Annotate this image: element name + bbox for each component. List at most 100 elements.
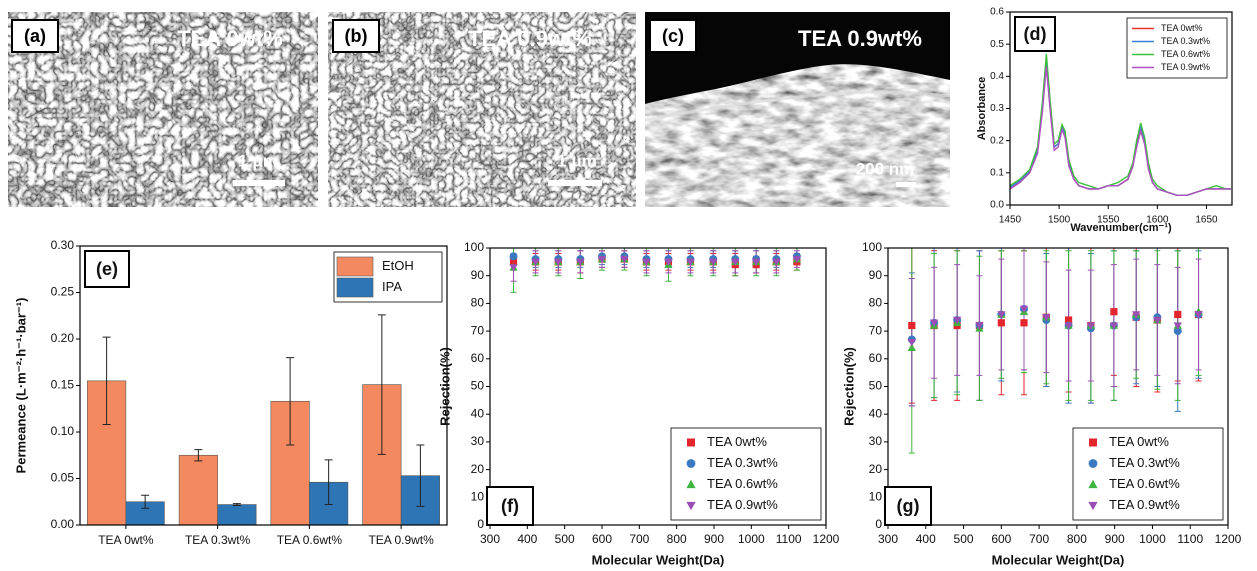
legend-swatch (1089, 459, 1098, 468)
marker (1020, 319, 1027, 326)
x-tick-label: TEA 0wt% (98, 533, 154, 547)
x-tick-label: 700 (1029, 532, 1049, 546)
x-tick-label: 1100 (776, 532, 802, 546)
y-tick-label: 60 (869, 351, 883, 365)
legend-swatch (337, 278, 373, 297)
y-tick-label: 0.6 (990, 7, 1004, 18)
legend-label: TEA 0.6wt% (707, 476, 778, 491)
panel-label: (e) (96, 259, 118, 279)
legend-label: TEA 0wt% (1161, 23, 1203, 33)
line (1010, 60, 1231, 195)
x-tick-label: 1200 (813, 532, 840, 546)
figure: (a) TEA 0wt% 1 μm (b) TEA 0.9wt% 1 μm (c… (0, 0, 1257, 571)
sem-image-a: (a) TEA 0wt% 1 μm (8, 12, 318, 207)
image-label: (c) (662, 26, 684, 46)
scale-bar-label: 200 nm (856, 159, 915, 178)
panel-label: (g) (897, 496, 920, 516)
y-tick-label: 90 (471, 268, 485, 282)
legend-label: TEA 0.9wt% (1109, 497, 1180, 512)
legend-label: TEA 0.9wt% (1161, 62, 1210, 72)
y-tick-label: 0.5 (990, 39, 1004, 50)
legend-label: TEA 0wt% (707, 434, 767, 449)
x-tick-label: 900 (1105, 532, 1125, 546)
y-tick-label: 0.10 (51, 424, 75, 438)
legend-label: TEA 0.3wt% (1109, 455, 1180, 470)
legend-label: TEA 0.3wt% (707, 455, 778, 470)
y-tick-label: 0.20 (51, 331, 75, 345)
x-tick-label: 700 (629, 532, 649, 546)
legend-swatch (687, 439, 695, 447)
bar (218, 505, 257, 525)
legend-swatch (1089, 439, 1097, 447)
legend-label: TEA 0.6wt% (1109, 476, 1180, 491)
marker (908, 339, 916, 347)
y-tick-label: 100 (862, 240, 882, 254)
scale-bar-label: 1 μm (238, 151, 278, 170)
legend-label: IPA (382, 279, 402, 294)
sem-image-c: (c) TEA 0.9wt% 200 nm (645, 12, 950, 207)
x-tick-label: 1650 (1195, 215, 1218, 226)
x-axis-label: Molecular Weight(Da) (592, 552, 725, 567)
y-tick-label: 20 (869, 462, 883, 476)
sem-image-b: (b) TEA 0.9wt% 1 μm (328, 12, 636, 207)
y-tick-label: 0.30 (51, 238, 75, 252)
y-tick-label: 20 (471, 462, 485, 476)
scale-bar-label: 1 μm (557, 151, 597, 170)
y-tick-label: 0.2 (990, 135, 1004, 146)
y-axis-label: Rejection(%) (841, 347, 856, 426)
y-axis-label: Permeance (L·m⁻²·h⁻¹·bar⁻¹) (13, 298, 28, 474)
legend-label: TEA 0.9wt% (707, 497, 778, 512)
y-tick-label: 0.1 (990, 167, 1004, 178)
panel-label: (f) (501, 496, 519, 516)
image-caption: TEA 0.9wt% (798, 26, 922, 51)
x-tick-label: 1100 (1177, 532, 1203, 546)
marker (1174, 311, 1181, 318)
y-axis-label: Rejection(%) (437, 347, 452, 426)
image-label: (b) (345, 26, 368, 46)
x-tick-label: TEA 0.6wt% (277, 533, 343, 547)
x-tick-label: 800 (1067, 532, 1087, 546)
y-tick-label: 80 (471, 296, 485, 310)
legend-label: EtOH (382, 258, 414, 273)
line (1010, 63, 1231, 195)
y-tick-label: 0.4 (990, 71, 1004, 82)
y-tick-label: 60 (471, 351, 485, 365)
y-tick-label: 10 (471, 489, 485, 503)
image-label: (a) (24, 26, 46, 46)
x-tick-label: 400 (916, 532, 936, 546)
x-axis-label: Wavenumber(cm⁻¹) (1070, 222, 1172, 234)
y-tick-label: 40 (471, 406, 485, 420)
y-tick-label: 0.0 (990, 200, 1004, 211)
y-tick-label: 70 (471, 323, 485, 337)
marker (510, 252, 518, 260)
x-tick-label: 300 (878, 532, 898, 546)
y-tick-label: 40 (869, 406, 883, 420)
x-tick-label: 500 (555, 532, 575, 546)
x-tick-label: 600 (592, 532, 612, 546)
marker (1110, 308, 1117, 315)
x-tick-label: 900 (704, 532, 724, 546)
y-tick-label: 0.3 (990, 103, 1004, 114)
y-tick-label: 0.05 (51, 471, 75, 485)
y-tick-label: 30 (471, 434, 485, 448)
x-tick-label: 1500 (1048, 215, 1071, 226)
y-tick-label: 50 (471, 379, 485, 393)
legend-label: TEA 0.6wt% (1161, 49, 1210, 59)
y-tick-label: 80 (869, 296, 883, 310)
x-tick-label: 1000 (1139, 532, 1166, 546)
marker (908, 322, 915, 329)
x-tick-label: TEA 0.3wt% (185, 533, 251, 547)
y-tick-label: 90 (869, 268, 883, 282)
marker (998, 319, 1005, 326)
y-tick-label: 100 (464, 240, 484, 254)
y-tick-label: 0.00 (51, 517, 75, 531)
x-tick-label: 300 (480, 532, 500, 546)
x-tick-label: 500 (954, 532, 974, 546)
image-caption: TEA 0wt% (177, 26, 283, 51)
y-tick-label: 10 (869, 489, 883, 503)
y-axis-label: Absorbance (976, 77, 988, 141)
x-tick-label: 400 (517, 532, 537, 546)
bar (179, 455, 218, 525)
x-axis-label: Molecular Weight(Da) (992, 552, 1125, 567)
x-tick-label: 600 (991, 532, 1011, 546)
